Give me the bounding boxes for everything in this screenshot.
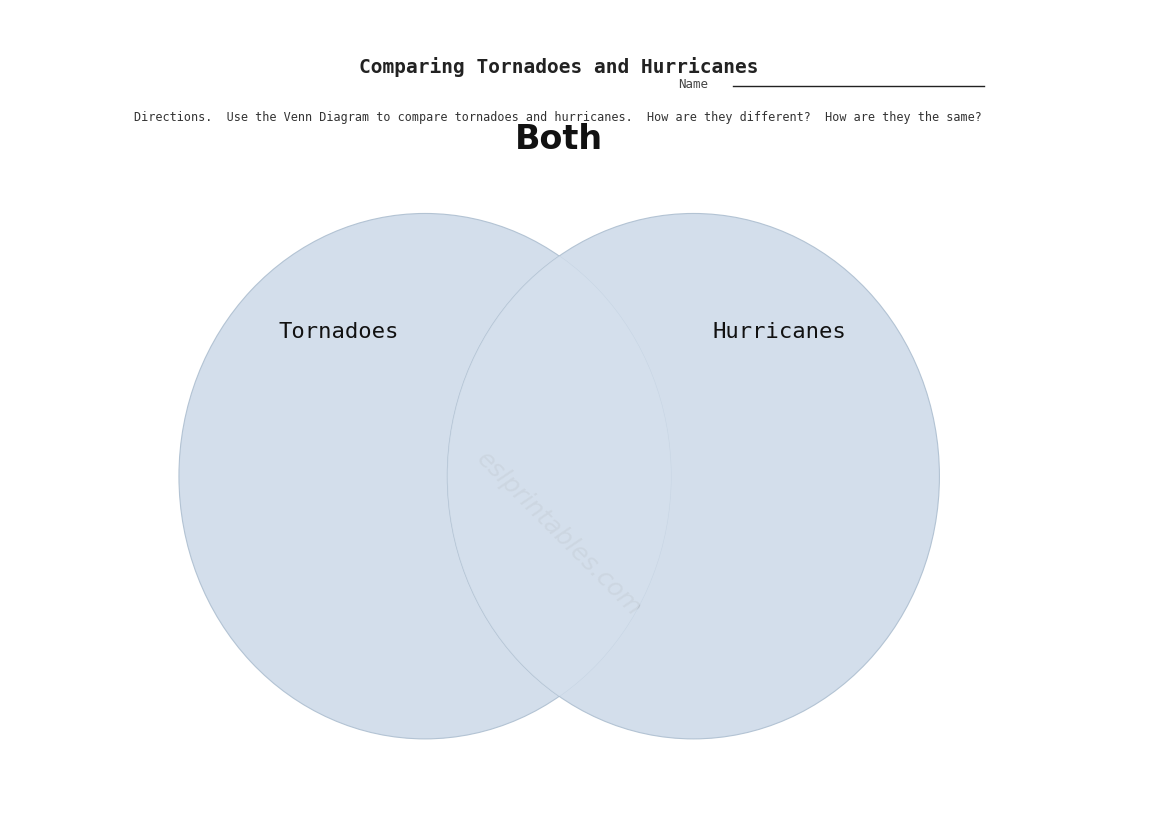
Text: Hurricanes: Hurricanes (713, 322, 846, 342)
Text: Name: Name (678, 78, 708, 91)
Ellipse shape (179, 213, 671, 739)
Text: Tornadoes: Tornadoes (278, 322, 399, 342)
Text: Both: Both (516, 123, 603, 156)
Text: Comparing Tornadoes and Hurricanes: Comparing Tornadoes and Hurricanes (359, 57, 759, 77)
Text: Directions.  Use the Venn Diagram to compare tornadoes and hurricanes.  How are : Directions. Use the Venn Diagram to comp… (134, 111, 982, 124)
Text: eslprintables.com: eslprintables.com (472, 447, 646, 621)
Ellipse shape (448, 213, 940, 739)
Ellipse shape (448, 213, 940, 739)
